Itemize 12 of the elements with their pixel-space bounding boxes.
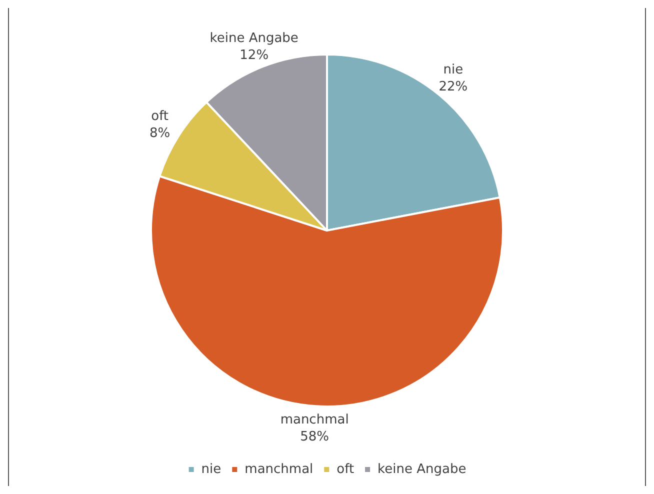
data-label: 12% [240, 48, 269, 63]
slice-label: oft [151, 108, 169, 124]
legend-label: keine Angabe [378, 462, 466, 477]
data-label: 8% [150, 126, 170, 141]
legend-label: oft [336, 462, 354, 477]
legend-label: manchmal [244, 462, 314, 477]
data-label: 22% [438, 79, 468, 94]
slice-label: nie [443, 62, 464, 78]
data-label: 58% [300, 429, 330, 444]
legend-label: nie [201, 462, 222, 477]
slice-label: keine Angabe [210, 30, 298, 46]
slice-label: manchmal [280, 412, 349, 428]
